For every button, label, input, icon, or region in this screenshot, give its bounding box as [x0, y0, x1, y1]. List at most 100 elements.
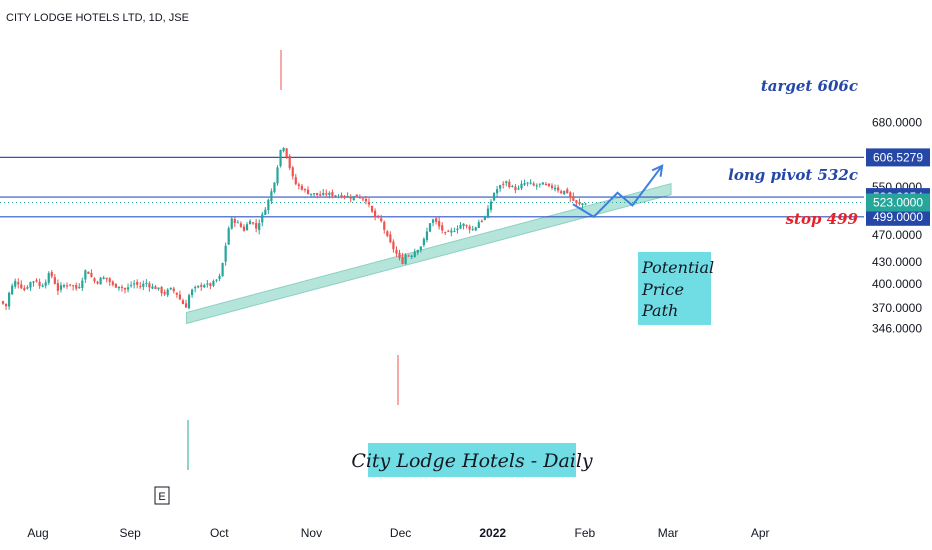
candle-body	[337, 196, 340, 198]
candle-body	[120, 287, 124, 289]
candle-body	[114, 283, 117, 288]
candle-body	[209, 283, 212, 287]
candle-body	[50, 272, 53, 277]
candle-body	[154, 286, 157, 290]
earnings-marker-box[interactable]	[154, 486, 170, 505]
candle-body	[563, 190, 566, 195]
level-price-box-0	[866, 148, 930, 167]
candle-body	[93, 278, 96, 282]
candle-body	[517, 188, 520, 190]
earnings-marker-text: E	[158, 491, 165, 503]
candle-body	[447, 230, 450, 232]
candle-body	[489, 201, 493, 210]
candle-body	[81, 280, 84, 289]
candle-body	[544, 183, 547, 185]
candle-body	[578, 202, 581, 205]
candle-body	[227, 228, 230, 245]
candle-body	[520, 183, 523, 189]
candle-body	[306, 189, 310, 195]
candle-body	[572, 196, 575, 201]
candle-body	[178, 294, 181, 300]
potential-path-line-1: Potential	[641, 258, 714, 277]
candle-body	[361, 198, 364, 200]
candle-body	[492, 192, 496, 201]
candle-body	[255, 223, 258, 229]
candle-body	[404, 254, 407, 265]
candle-body	[105, 277, 108, 280]
candle-body	[270, 191, 273, 201]
candle-body	[383, 221, 386, 230]
candle-body	[419, 246, 422, 250]
trend-channel-band	[186, 182, 672, 325]
candle-body	[349, 197, 352, 199]
candle-body	[553, 187, 557, 190]
candle-body	[288, 156, 291, 168]
candle-body	[529, 182, 532, 184]
candle-body	[96, 281, 99, 284]
axes: Aug Sep Oct Nov Dec 2022 Feb Mar Apr	[27, 526, 769, 540]
y-tick-label-3: 470.0000	[872, 228, 922, 242]
candle-body	[1, 301, 5, 304]
candle-body	[416, 250, 419, 253]
candle-body	[130, 285, 133, 287]
candle-body	[511, 186, 514, 188]
chart-title: City Lodge Hotels - Daily	[351, 450, 593, 472]
candle-body	[273, 182, 276, 193]
candle-body	[550, 185, 554, 188]
candle-body	[23, 288, 26, 291]
y-tick-label-4: 430.0000	[872, 255, 922, 269]
candle-body	[395, 249, 398, 254]
candle-body	[428, 223, 432, 232]
candle-body	[334, 195, 337, 197]
candle-body	[474, 227, 477, 231]
candle-body	[69, 284, 72, 286]
candle-body	[532, 183, 535, 186]
candle-body	[331, 191, 334, 196]
candle-body	[316, 192, 319, 195]
x-tick-label-2022: 2022	[479, 526, 506, 540]
candle-body	[41, 285, 44, 287]
candle-body	[499, 185, 502, 189]
candle-body	[453, 231, 456, 233]
candle-body	[319, 194, 322, 196]
candle-body	[233, 218, 236, 223]
x-tick-label-mar: Mar	[658, 526, 679, 540]
candle-body	[285, 148, 288, 158]
potential-path-box	[638, 252, 711, 325]
candle-body	[151, 286, 154, 289]
candle-body	[172, 288, 175, 292]
candle-body	[102, 277, 105, 279]
x-tick-label-oct: Oct	[210, 526, 229, 540]
candle-body	[279, 149, 282, 167]
candle-body	[575, 200, 578, 204]
y-tick-label-5: 400.0000	[872, 277, 922, 291]
candle-body	[267, 199, 270, 211]
candle-body	[468, 226, 471, 230]
candle-body	[117, 286, 120, 289]
candle-body	[401, 257, 404, 264]
candle-body	[425, 231, 429, 241]
candle-body	[480, 220, 483, 222]
candle-body	[377, 215, 380, 218]
candle-body	[111, 281, 114, 285]
candle-body	[523, 183, 526, 185]
candle-body	[230, 218, 233, 229]
candle-body	[462, 223, 465, 226]
candle-body	[184, 303, 188, 308]
x-tick-label-aug: Aug	[27, 526, 48, 540]
candle-body	[386, 231, 389, 236]
candle-body	[59, 285, 63, 290]
candle-body	[75, 285, 78, 289]
candle-body	[157, 287, 160, 290]
candle-body	[294, 177, 297, 185]
candle-body	[191, 289, 194, 296]
candle-body	[239, 223, 242, 227]
x-tick-label-apr: Apr	[751, 526, 770, 540]
y-tick-label-7: 346.0000	[872, 321, 922, 335]
chart-title-box	[368, 443, 576, 477]
candle-body	[358, 196, 361, 199]
candle-body	[340, 195, 343, 198]
candle-body	[322, 192, 325, 195]
